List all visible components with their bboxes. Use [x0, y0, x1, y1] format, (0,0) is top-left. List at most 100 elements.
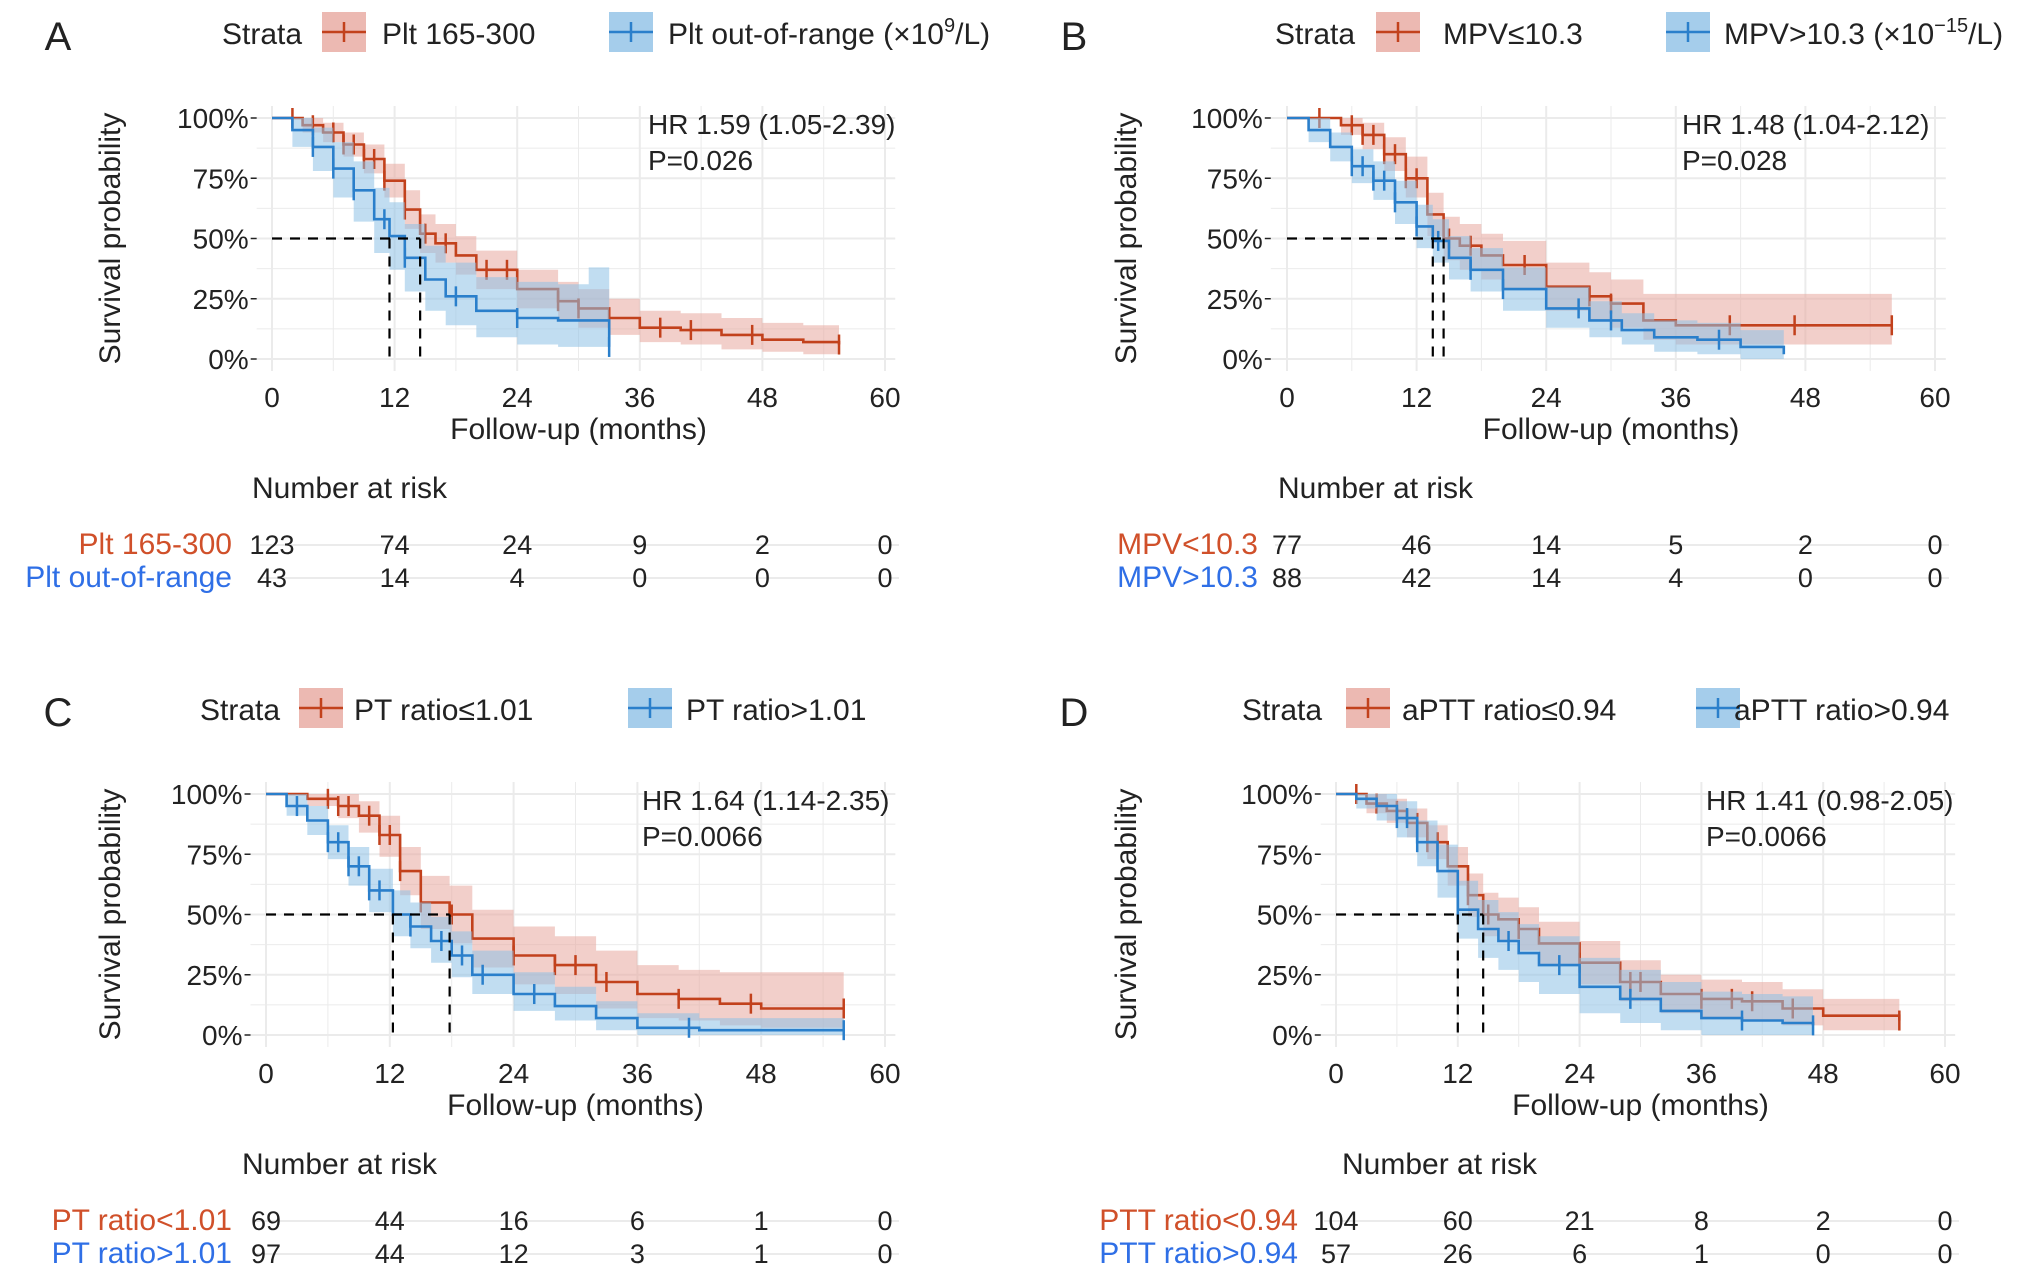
- hazard-ratio-text: HR 1.59 (1.05-2.39): [648, 109, 895, 140]
- panel-label: B: [1061, 15, 1088, 59]
- y-tick-label: 0%: [202, 1020, 242, 1051]
- survival-curve: [266, 792, 844, 1032]
- confidence-band: [1336, 794, 1813, 1035]
- risk-count: 0: [877, 1239, 892, 1269]
- risk-count: 77: [1272, 530, 1302, 560]
- x-tick-label: 0: [1328, 1058, 1344, 1089]
- median-lines: [272, 237, 422, 359]
- y-tick-label: 50%: [193, 224, 249, 255]
- risk-count: 21: [1565, 1206, 1595, 1236]
- legend-key-blue: [1666, 12, 1710, 52]
- risk-count: 0: [755, 563, 770, 593]
- km-panel-d: D Strata aPTT ratio≤0.94 aPTT ratio>0.94 0% 2…: [1060, 688, 1961, 1270]
- y-axis-title: Survival probability: [94, 113, 127, 365]
- risk-count: 60: [1443, 1206, 1473, 1236]
- risk-count: 2: [1816, 1206, 1831, 1236]
- y-tick-label: 50%: [186, 900, 242, 931]
- p-value-text: P=0.0066: [1706, 821, 1827, 852]
- risk-count: 0: [877, 563, 892, 593]
- legend-key-red: [1346, 688, 1390, 728]
- p-value-text: P=0.028: [1682, 145, 1787, 176]
- legend-label: MPV>10.3 (×10−15/L): [1724, 15, 2003, 51]
- legend-key-red: [322, 12, 366, 52]
- y-axis-title: Survival probability: [94, 789, 127, 1041]
- x-tick-label: 24: [502, 382, 533, 413]
- x-tick-label: 60: [869, 382, 900, 413]
- panel-label: C: [44, 691, 73, 735]
- risk-count: 12: [499, 1239, 529, 1269]
- legend-label-text: aPTT ratio>0.94: [1734, 694, 1949, 727]
- legend-label: MPV≤10.3: [1443, 18, 1583, 51]
- legend-label: Plt out-of-range (×109/L): [668, 15, 990, 51]
- legend-label-text: aPTT ratio≤0.94: [1402, 694, 1616, 727]
- risk-count: 14: [1531, 563, 1561, 593]
- risk-count: 26: [1443, 1239, 1473, 1269]
- risk-row-label: Plt 165-300: [79, 528, 232, 561]
- risk-row-label: MPV<10.3: [1117, 528, 1258, 561]
- x-tick-label: 24: [1531, 382, 1562, 413]
- legend-title: Strata: [200, 694, 280, 727]
- risk-count: 14: [380, 563, 410, 593]
- x-tick-label: 48: [1808, 1058, 1839, 1089]
- y-tick-label: 25%: [1257, 960, 1313, 991]
- series-blue: [266, 792, 845, 1041]
- risk-count: 24: [502, 530, 532, 560]
- x-axis: 0 12 24 36 48 60 Follow-up (months): [258, 1058, 900, 1122]
- risk-count: 4: [510, 563, 525, 593]
- risk-count: 123: [249, 530, 294, 560]
- x-tick-label: 36: [622, 1058, 653, 1089]
- risk-count: 2: [1798, 530, 1813, 560]
- y-tick-label: 75%: [1207, 163, 1263, 194]
- x-axis: 0 12 24 36 48 60 Follow-up (months): [264, 382, 900, 446]
- legend-title: Strata: [1275, 18, 1355, 51]
- x-axis-title: Follow-up (months): [1512, 1089, 1769, 1122]
- legend-label: aPTT ratio≤0.94: [1402, 694, 1616, 727]
- legend-label: Plt 165-300: [382, 18, 535, 51]
- y-tick-label: 100%: [1241, 779, 1313, 810]
- y-tick-label: 100%: [171, 779, 243, 810]
- legend-label: PT ratio>1.01: [686, 694, 866, 727]
- risk-count: 2: [755, 530, 770, 560]
- y-axis: 0% 25% 50% 75% 100% Survival probability: [94, 779, 251, 1051]
- legend-label-tail: /L): [1968, 18, 2003, 51]
- x-axis-title: Follow-up (months): [450, 413, 707, 446]
- x-tick-label: 12: [1442, 1058, 1473, 1089]
- risk-row-label: MPV>10.3: [1117, 561, 1258, 594]
- x-tick-label: 36: [1686, 1058, 1717, 1089]
- risk-count: 0: [632, 563, 647, 593]
- risk-row-label: PT ratio>1.01: [52, 1237, 232, 1270]
- hazard-ratio-text: HR 1.64 (1.14-2.35): [642, 785, 889, 816]
- risk-count: 46: [1402, 530, 1432, 560]
- x-tick-label: 48: [1790, 382, 1821, 413]
- median-lines: [266, 913, 451, 1035]
- y-tick-label: 50%: [1257, 900, 1313, 931]
- risk-count: 9: [632, 530, 647, 560]
- y-tick-label: 75%: [193, 163, 249, 194]
- p-value-text: P=0.0066: [642, 821, 763, 852]
- risk-count: 42: [1402, 563, 1432, 593]
- y-tick-label: 50%: [1207, 224, 1263, 255]
- y-tick-label: 25%: [1207, 284, 1263, 315]
- legend-label: PT ratio≤1.01: [354, 694, 533, 727]
- risk-row-label: PTT ratio>0.94: [1099, 1237, 1298, 1270]
- y-axis-title: Survival probability: [1110, 113, 1143, 365]
- y-tick-label: 75%: [1257, 839, 1313, 870]
- y-tick-label: 25%: [186, 960, 242, 991]
- median-lines: [1336, 913, 1485, 1035]
- y-tick-label: 25%: [193, 284, 249, 315]
- legend-label: aPTT ratio>0.94: [1734, 694, 1949, 727]
- legend-label-text: MPV>10.3 (×10: [1724, 18, 1934, 51]
- x-tick-label: 12: [379, 382, 410, 413]
- risk-row-label: PTT ratio<0.94: [1099, 1204, 1298, 1237]
- risk-count: 1: [754, 1239, 769, 1269]
- legend-label-sup: 9: [944, 15, 955, 37]
- panel-label: A: [45, 15, 72, 59]
- risk-count: 57: [1321, 1239, 1351, 1269]
- x-tick-label: 36: [1660, 382, 1691, 413]
- legend-label-text: Plt out-of-range (×10: [668, 18, 944, 51]
- risk-count: 97: [251, 1239, 281, 1269]
- risk-count: 74: [380, 530, 410, 560]
- x-tick-label: 0: [1279, 382, 1295, 413]
